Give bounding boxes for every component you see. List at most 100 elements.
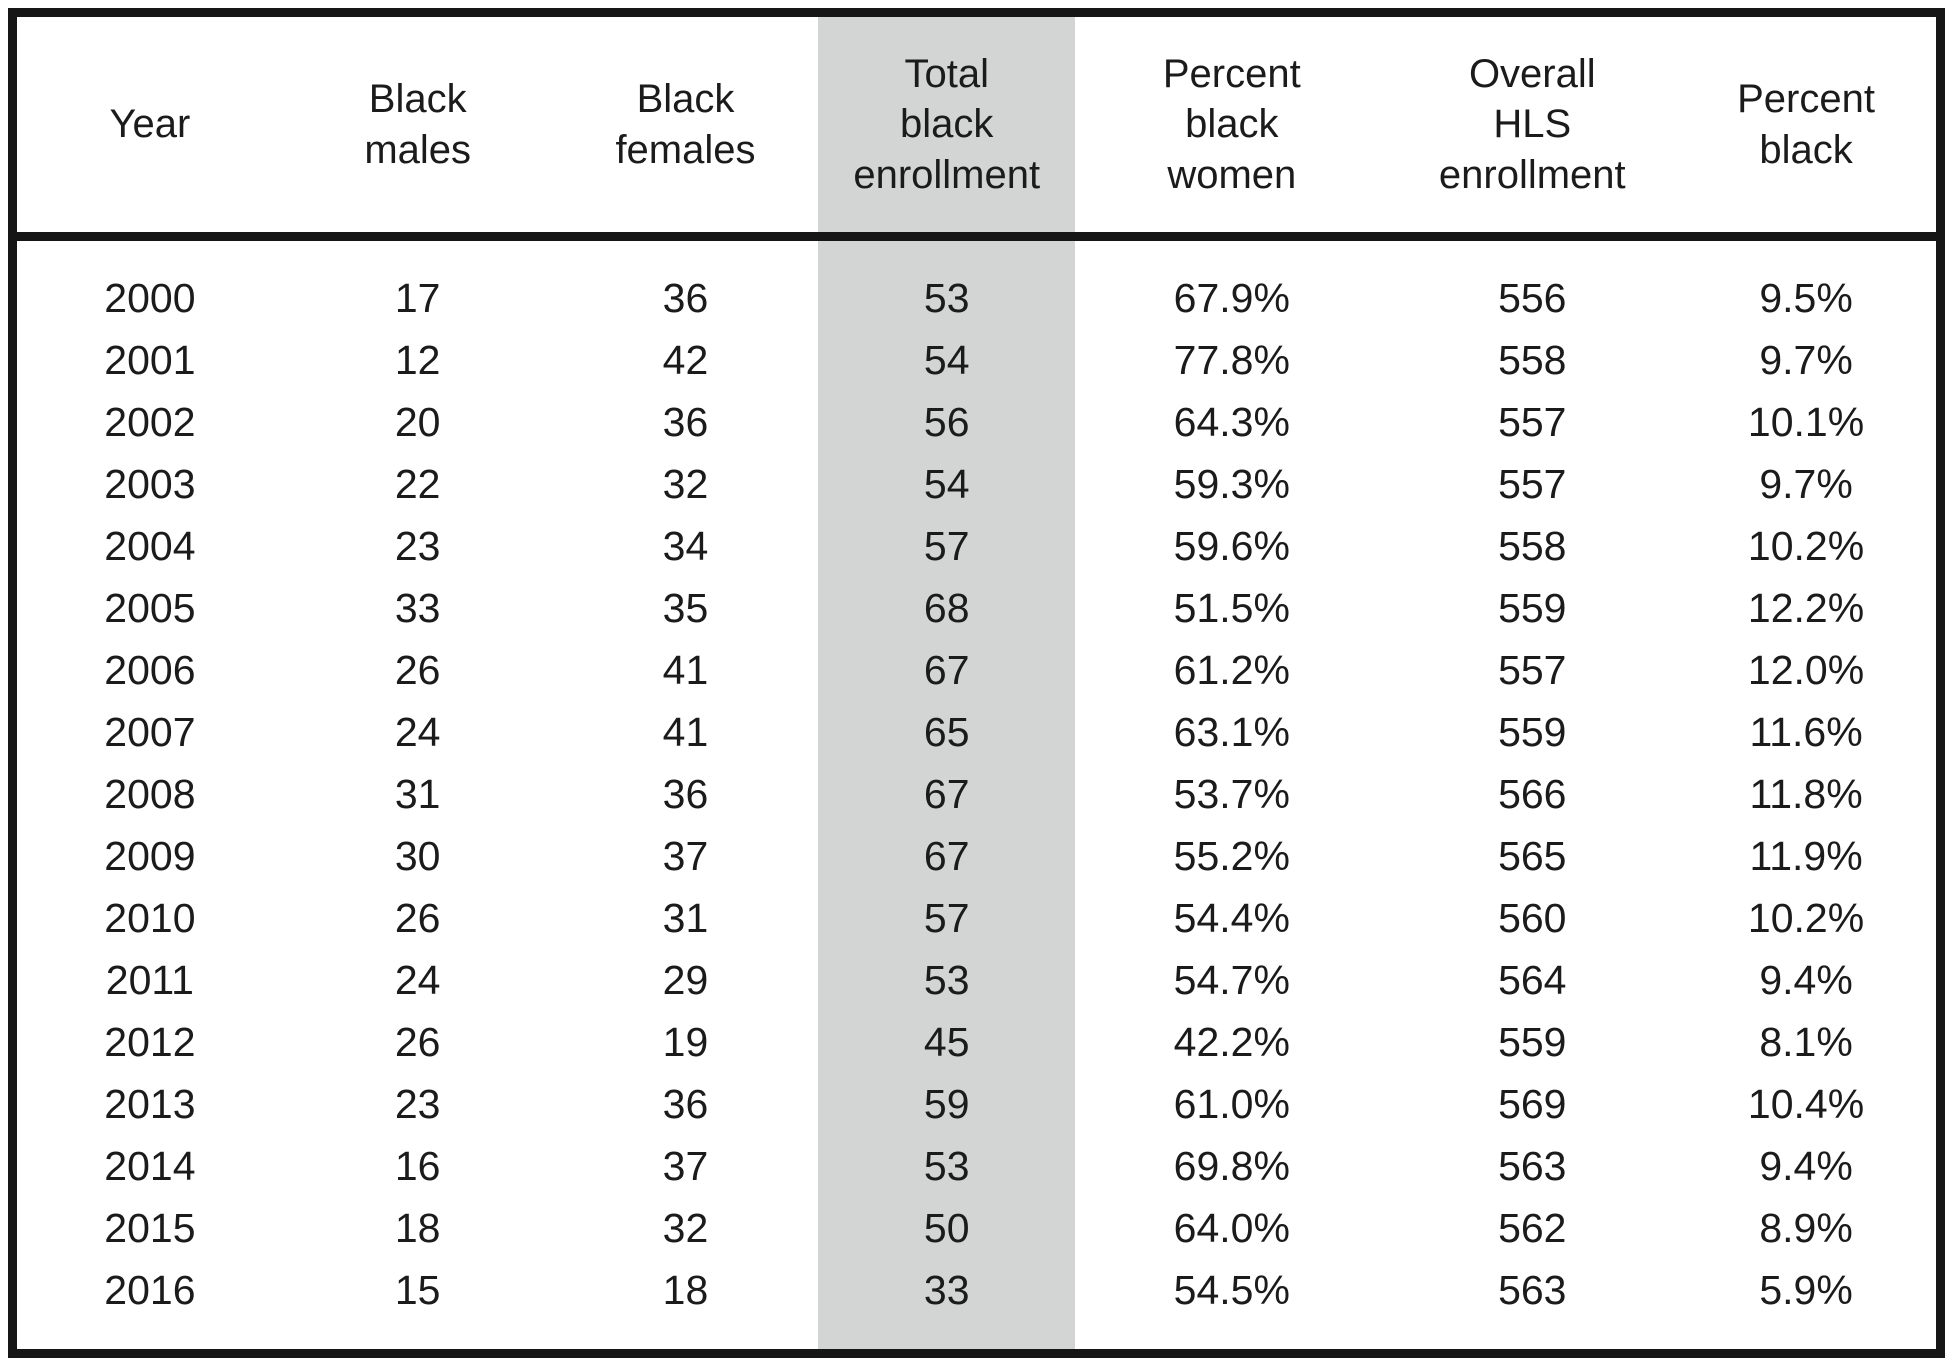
cell-percent-black: 9.5% <box>1759 274 1853 321</box>
cell-overall-hls-enrollment: 565 <box>1498 832 1567 879</box>
cell-year: 2003 <box>104 460 196 507</box>
cell-percent-black: 12.2% <box>1747 584 1865 631</box>
cell-total-black-enrollment: 33 <box>818 1259 1076 1349</box>
cell-percent-black: 10.4% <box>1747 1080 1865 1127</box>
cell-year: 2012 <box>104 1018 196 1065</box>
table-border-frame: Year Black males Black females Total black … <box>8 8 1945 1358</box>
cell-total-black-enrollment: 68 <box>818 577 1076 639</box>
cell-overall-hls-enrollment: 557 <box>1498 460 1567 507</box>
cell-overall-hls-enrollment: 558 <box>1498 522 1567 569</box>
cell-black-males: 26 <box>394 1018 441 1065</box>
cell-overall-hls-enrollment: 563 <box>1498 1266 1567 1313</box>
table-row: 2012 26 19 45 42.2% 559 8.1% <box>17 1011 1936 1073</box>
cell-percent-black-women: 54.4% <box>1173 894 1290 941</box>
table-row: 2003 22 32 54 59.3% 557 9.7% <box>17 453 1936 515</box>
cell-percent-black: 12.0% <box>1747 646 1865 693</box>
cell-total-black-enrollment: 57 <box>818 887 1076 949</box>
cell-percent-black: 9.7% <box>1759 336 1853 383</box>
cell-percent-black: 10.2% <box>1747 522 1865 569</box>
cell-overall-hls-enrollment: 562 <box>1498 1204 1567 1251</box>
cell-percent-black-women: 63.1% <box>1173 708 1290 755</box>
table-row: 2005 33 35 68 51.5% 559 12.2% <box>17 577 1936 639</box>
cell-black-females: 41 <box>662 646 709 693</box>
cell-black-females: 37 <box>662 1142 709 1189</box>
cell-year: 2002 <box>104 398 196 445</box>
cell-overall-hls-enrollment: 559 <box>1498 708 1567 755</box>
cell-black-females: 36 <box>662 1080 709 1127</box>
cell-black-males: 26 <box>394 646 441 693</box>
cell-year: 2005 <box>104 584 196 631</box>
cell-percent-black-women: 61.2% <box>1173 646 1290 693</box>
cell-black-males: 16 <box>394 1142 441 1189</box>
cell-overall-hls-enrollment: 557 <box>1498 398 1567 445</box>
column-header-percent-black: Percent black <box>1676 17 1936 241</box>
cell-total-black-enrollment: 67 <box>818 639 1076 701</box>
cell-percent-black-women: 42.2% <box>1173 1018 1290 1065</box>
cell-percent-black: 11.6% <box>1749 708 1863 755</box>
cell-overall-hls-enrollment: 560 <box>1498 894 1567 941</box>
cell-black-females: 32 <box>662 1204 709 1251</box>
cell-black-males: 12 <box>394 336 441 383</box>
cell-percent-black-women: 61.0% <box>1173 1080 1290 1127</box>
cell-black-males: 23 <box>394 522 441 569</box>
cell-black-females: 41 <box>662 708 709 755</box>
cell-year: 2004 <box>104 522 196 569</box>
column-header-total-black-enrollment: Total black enrollment <box>818 17 1076 241</box>
cell-percent-black-women: 69.8% <box>1173 1142 1290 1189</box>
cell-overall-hls-enrollment: 563 <box>1498 1142 1567 1189</box>
cell-overall-hls-enrollment: 556 <box>1498 274 1567 321</box>
table-row: 2002 20 36 56 64.3% 557 10.1% <box>17 391 1936 453</box>
column-header-percent-black-women: Percent black women <box>1075 17 1389 241</box>
cell-percent-black-women: 59.6% <box>1173 522 1290 569</box>
cell-total-black-enrollment: 54 <box>818 329 1076 391</box>
cell-total-black-enrollment: 67 <box>818 825 1076 887</box>
cell-percent-black-women: 67.9% <box>1173 274 1290 321</box>
cell-percent-black: 8.9% <box>1759 1204 1853 1251</box>
table-row: 2007 24 41 65 63.1% 559 11.6% <box>17 701 1936 763</box>
cell-black-females: 19 <box>662 1018 709 1065</box>
cell-black-males: 33 <box>394 584 441 631</box>
enrollment-table: Year Black males Black females Total black … <box>17 17 1936 1349</box>
cell-percent-black: 10.2% <box>1747 894 1865 941</box>
cell-black-males: 23 <box>394 1080 441 1127</box>
cell-percent-black: 10.1% <box>1747 398 1865 445</box>
cell-black-females: 36 <box>662 770 709 817</box>
cell-total-black-enrollment: 65 <box>818 701 1076 763</box>
column-header-black-females: Black females <box>552 17 819 241</box>
cell-year: 2008 <box>104 770 196 817</box>
cell-black-males: 31 <box>394 770 441 817</box>
column-header-overall-hls-enrollment: Overall HLS enrollment <box>1388 17 1677 241</box>
cell-percent-black: 8.1% <box>1759 1018 1853 1065</box>
table-row: 2000 17 36 53 67.9% 556 9.5% <box>17 236 1936 329</box>
table-row: 2004 23 34 57 59.6% 558 10.2% <box>17 515 1936 577</box>
cell-year: 2009 <box>104 832 196 879</box>
table-row: 2014 16 37 53 69.8% 563 9.4% <box>17 1135 1936 1197</box>
table-row: 2010 26 31 57 54.4% 560 10.2% <box>17 887 1936 949</box>
cell-overall-hls-enrollment: 569 <box>1498 1080 1567 1127</box>
cell-total-black-enrollment: 54 <box>818 453 1076 515</box>
cell-total-black-enrollment: 53 <box>818 236 1076 329</box>
cell-black-females: 36 <box>662 274 709 321</box>
cell-year: 2010 <box>104 894 196 941</box>
cell-black-females: 18 <box>662 1266 709 1313</box>
table-header: Year Black males Black females Total black … <box>17 17 1936 241</box>
cell-black-females: 35 <box>662 584 709 631</box>
cell-year: 2013 <box>104 1080 196 1127</box>
cell-overall-hls-enrollment: 558 <box>1498 336 1567 383</box>
cell-black-females: 31 <box>662 894 709 941</box>
cell-black-males: 17 <box>394 274 441 321</box>
cell-black-males: 20 <box>394 398 441 445</box>
column-header-year: Year <box>17 17 283 241</box>
cell-year: 2015 <box>104 1204 196 1251</box>
table-row: 2016 15 18 33 54.5% 563 5.9% <box>17 1259 1936 1349</box>
cell-total-black-enrollment: 50 <box>818 1197 1076 1259</box>
column-header-black-males: Black males <box>282 17 553 241</box>
cell-total-black-enrollment: 56 <box>818 391 1076 453</box>
cell-black-males: 24 <box>394 708 441 755</box>
cell-total-black-enrollment: 53 <box>818 1135 1076 1197</box>
cell-year: 2011 <box>105 956 194 1003</box>
cell-black-females: 34 <box>662 522 709 569</box>
cell-black-females: 32 <box>662 460 709 507</box>
cell-overall-hls-enrollment: 559 <box>1498 584 1567 631</box>
